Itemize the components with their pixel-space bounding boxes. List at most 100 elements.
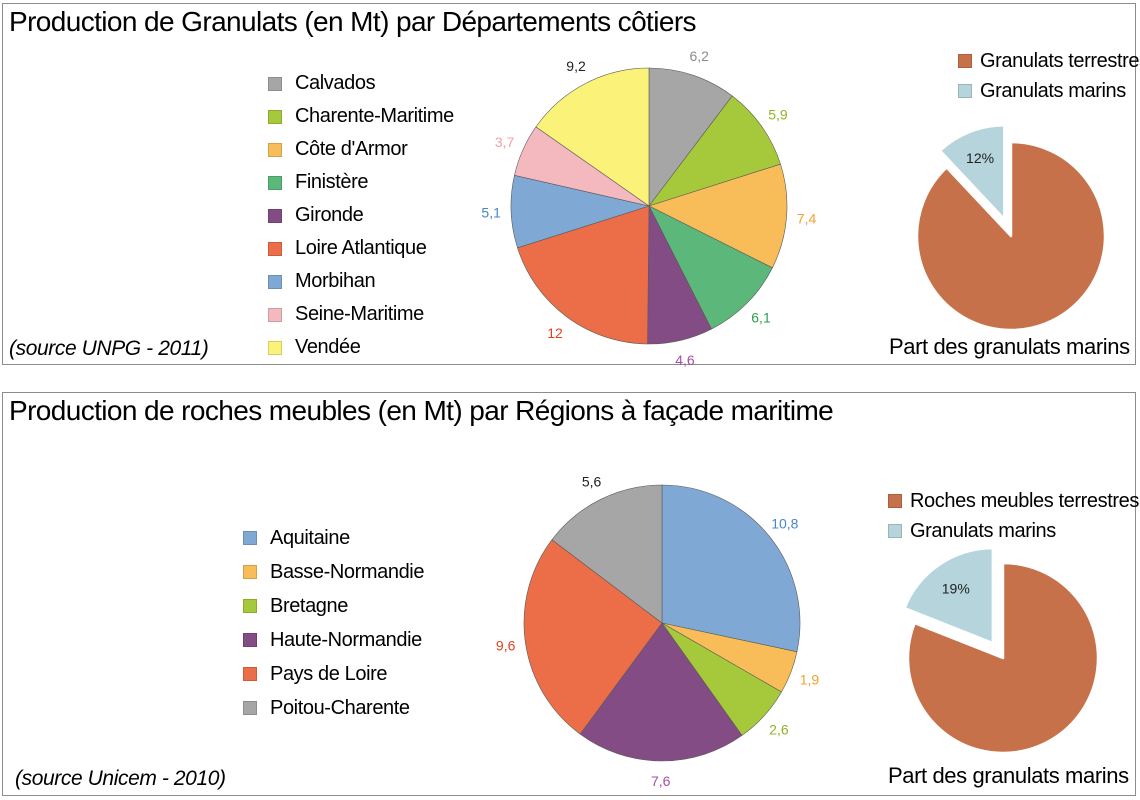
legend-label: Vendée bbox=[295, 336, 361, 358]
legend-swatch bbox=[243, 599, 257, 613]
pie-slice-granulats-marins bbox=[903, 546, 995, 645]
pie-slice-roches-meubles-terrestres bbox=[906, 561, 1100, 755]
pie-slice-granulats-marins bbox=[938, 124, 1006, 221]
legend-swatch bbox=[243, 633, 257, 647]
regions-pie-chart: 10,8 1,9 2,6 7,6 9,6 5,6 bbox=[496, 474, 820, 789]
data-label-cote-d-armor: 7,4 bbox=[797, 210, 817, 226]
legend-swatch bbox=[888, 494, 902, 508]
panel-title: Production de roches meubles (en Mt) par… bbox=[9, 395, 834, 426]
legend-swatch bbox=[958, 84, 972, 98]
legend-label: Aquitaine bbox=[270, 526, 350, 549]
pie-slice-pays-de-loire bbox=[523, 539, 663, 735]
pie-slice-calvados bbox=[648, 67, 733, 207]
roches-share-pie-chart: 19% bbox=[903, 546, 1100, 755]
legend-item-bretagne: Bretagne bbox=[243, 589, 424, 623]
legend-label: Roches meubles terrestres bbox=[910, 489, 1139, 512]
legend-label: Granulats terrestres bbox=[980, 49, 1140, 72]
legend-item-granulats-marins: Granulats marins bbox=[888, 516, 1139, 546]
legend-item-loire-atlantique: Loire Atlantique bbox=[268, 232, 454, 265]
legend-item-vendee: Vendée bbox=[268, 331, 454, 364]
regions-legend: Aquitaine Basse-Normandie Bretagne Haute-No… bbox=[243, 521, 424, 725]
legend-item-seine-maritime: Seine-Maritime bbox=[268, 298, 454, 331]
data-label-pays-de-loire: 9,6 bbox=[496, 638, 516, 654]
legend-label: Calvados bbox=[295, 72, 376, 94]
legend-swatch bbox=[268, 241, 282, 256]
legend-label: Haute-Normandie bbox=[270, 628, 422, 651]
departements-pie-chart: 6,2 5,9 7,4 6,1 4,6 12 5,1 3,7 9,2 bbox=[481, 48, 816, 368]
legend-item-morbihan: Morbihan bbox=[268, 265, 454, 298]
legend-label: Granulats marins bbox=[910, 519, 1056, 542]
legend-label: Bretagne bbox=[270, 594, 348, 617]
legend-swatch bbox=[268, 274, 282, 289]
legend-item-granulats-marins: Granulats marins bbox=[958, 76, 1140, 106]
data-label-seine-maritime: 3,7 bbox=[495, 134, 515, 150]
legend-swatch bbox=[268, 340, 282, 355]
legend-swatch bbox=[268, 175, 282, 190]
share-caption: Part des granulats marins bbox=[888, 763, 1129, 788]
departements-legend: Calvados Charente-Maritime Côte d'Armor Fin… bbox=[268, 67, 454, 364]
granulats-share-legend: Granulats terrestres Granulats marins bbox=[958, 46, 1140, 106]
legend-item-basse-normandie: Basse-Normandie bbox=[243, 555, 424, 589]
pie-slice-granulats-terrestres bbox=[915, 140, 1107, 332]
legend-item-charente-maritime: Charente-Maritime bbox=[268, 100, 454, 133]
data-label-gironde: 4,6 bbox=[675, 352, 695, 368]
pie-slice-loire-atlantique bbox=[517, 205, 650, 345]
data-label-poitou-charente: 5,6 bbox=[582, 474, 602, 490]
legend-label: Morbihan bbox=[295, 270, 376, 292]
granulats-share-pie-chart: 12% bbox=[915, 124, 1107, 332]
legend-item-granulats-terrestres: Granulats terrestres bbox=[958, 46, 1140, 76]
data-label-calvados: 6,2 bbox=[689, 48, 709, 64]
legend-item-gironde: Gironde bbox=[268, 199, 454, 232]
legend-label: Seine-Maritime bbox=[295, 303, 424, 325]
legend-swatch bbox=[888, 524, 902, 538]
data-label-finistere: 6,1 bbox=[751, 309, 771, 325]
legend-label: Poitou-Charente bbox=[270, 696, 410, 719]
pie-slice-aquitaine bbox=[661, 484, 801, 653]
source-note: (source Unicem - 2010) bbox=[15, 767, 226, 790]
source-note: (source UNPG - 2011) bbox=[9, 337, 209, 360]
legend-item-roches-meubles-terrestres: Roches meubles terrestres bbox=[888, 486, 1139, 516]
legend-swatch bbox=[268, 76, 282, 91]
data-label-morbihan: 5,1 bbox=[481, 205, 501, 221]
data-label-granulats-marins: 12% bbox=[966, 150, 994, 166]
data-label-loire-atlantique: 12 bbox=[547, 325, 563, 341]
legend-item-aquitaine: Aquitaine bbox=[243, 521, 424, 555]
legend-item-finistere: Finistère bbox=[268, 166, 454, 199]
data-label-haute-normandie: 7,6 bbox=[651, 773, 671, 789]
legend-label: Côte d'Armor bbox=[295, 138, 408, 160]
data-label-basse-normandie: 1,9 bbox=[800, 672, 820, 688]
panel-title: Production de Granulats (en Mt) par Dépa… bbox=[9, 6, 697, 37]
roches-meubles-panel: Production de roches meubles (en Mt) par… bbox=[2, 392, 1139, 796]
legend-swatch bbox=[268, 307, 282, 322]
pie-slice-cote-d-armor bbox=[648, 163, 788, 269]
legend-swatch bbox=[268, 142, 282, 157]
legend-swatch bbox=[243, 565, 257, 579]
legend-swatch bbox=[243, 701, 257, 715]
pie-slice-finistere bbox=[648, 205, 773, 330]
data-label-granulats-marins: 19% bbox=[942, 581, 970, 597]
legend-swatch bbox=[958, 54, 972, 68]
legend-label: Basse-Normandie bbox=[270, 560, 425, 583]
legend-label: Pays de Loire bbox=[270, 662, 388, 685]
legend-swatch bbox=[243, 667, 257, 681]
data-label-bretagne: 2,6 bbox=[769, 721, 789, 737]
legend-item-pays-de-loire: Pays de Loire bbox=[243, 657, 424, 691]
legend-item-haute-normandie: Haute-Normandie bbox=[243, 623, 424, 657]
pie-slice-charente-maritime bbox=[648, 95, 781, 207]
data-label-vendee: 9,2 bbox=[566, 58, 586, 74]
share-caption: Part des granulats marins bbox=[889, 334, 1130, 359]
pie-slice-poitou-charente bbox=[551, 484, 663, 624]
legend-item-cote-d-armor: Côte d'Armor bbox=[268, 133, 454, 166]
legend-item-calvados: Calvados bbox=[268, 67, 454, 100]
roches-share-legend: Roches meubles terrestres Granulats marin… bbox=[888, 486, 1139, 546]
legend-swatch bbox=[243, 531, 257, 545]
legend-label: Granulats marins bbox=[980, 79, 1126, 102]
data-label-aquitaine: 10,8 bbox=[771, 516, 798, 532]
legend-label: Loire Atlantique bbox=[295, 237, 427, 259]
legend-swatch bbox=[268, 109, 282, 124]
legend-item-poitou-charente: Poitou-Charente bbox=[243, 691, 424, 725]
pie-slice-vendee bbox=[535, 67, 650, 207]
granulats-panel: Production de Granulats (en Mt) par Dépa… bbox=[2, 3, 1140, 368]
legend-swatch bbox=[268, 208, 282, 223]
data-label-charente-maritime: 5,9 bbox=[768, 107, 788, 123]
